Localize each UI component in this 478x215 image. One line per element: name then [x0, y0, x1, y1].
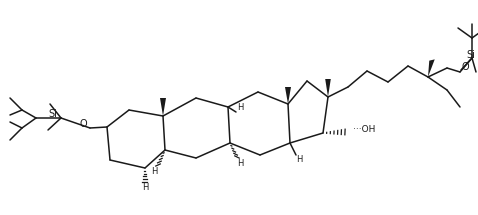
Text: H: H [237, 160, 243, 169]
Text: O: O [79, 119, 87, 129]
Text: H: H [296, 155, 302, 164]
Polygon shape [428, 59, 435, 77]
Text: H: H [237, 103, 243, 112]
Text: H: H [151, 167, 157, 177]
Polygon shape [160, 98, 166, 116]
Text: Si: Si [48, 109, 57, 119]
Polygon shape [285, 87, 291, 104]
Polygon shape [325, 79, 331, 97]
Text: ···OH: ···OH [353, 124, 375, 134]
Text: H: H [142, 183, 148, 192]
Text: Si: Si [467, 50, 476, 60]
Text: O: O [462, 62, 469, 72]
